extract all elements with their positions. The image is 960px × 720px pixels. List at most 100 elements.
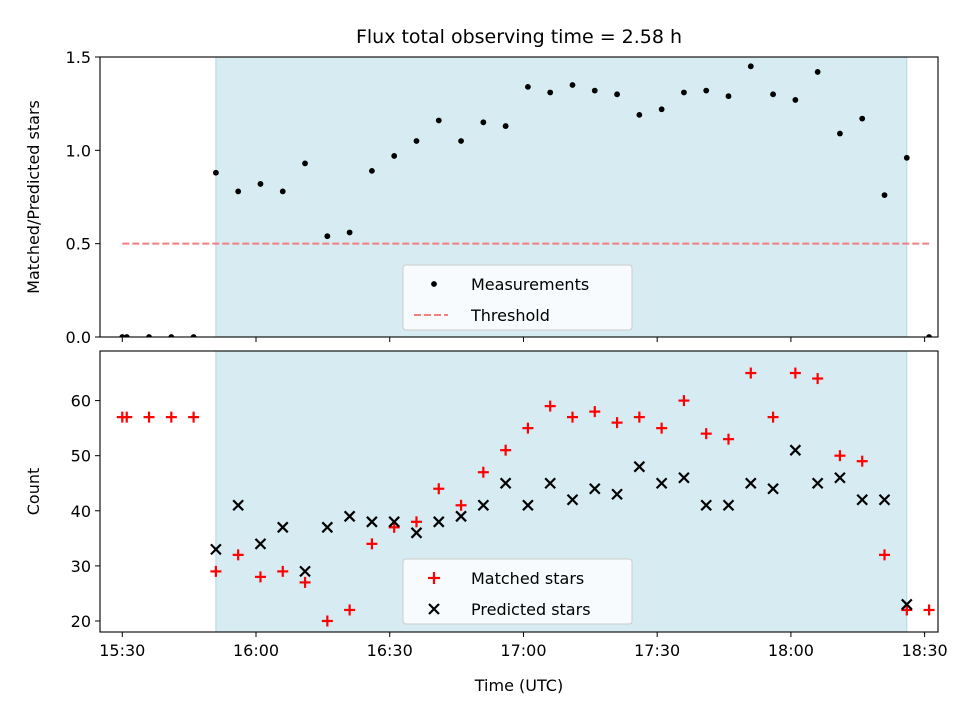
measurement-point bbox=[547, 89, 554, 96]
plot-area bbox=[119, 63, 932, 337]
matched-stars-point bbox=[723, 433, 734, 445]
legend-marker-matched bbox=[428, 572, 440, 584]
matched-stars-point bbox=[121, 411, 133, 423]
predicted-stars-point bbox=[588, 482, 601, 495]
measurement-point bbox=[346, 229, 353, 236]
matched-stars-point bbox=[879, 549, 891, 561]
matched-stars-point bbox=[700, 428, 712, 440]
x-tick-label: 16:30 bbox=[367, 641, 413, 660]
measurement-point bbox=[770, 91, 776, 98]
predicted-stars-point bbox=[633, 460, 646, 473]
legend-box bbox=[402, 558, 633, 625]
x-tick-label: 17:00 bbox=[500, 641, 546, 660]
matched-stars-point bbox=[477, 466, 489, 478]
predicted-stars-point bbox=[544, 477, 556, 490]
matched-stars-point bbox=[299, 576, 311, 588]
count-panel: 20 30 40 50 60 15:30 16:00 16:30 17:00 17:30 18:00… bbox=[24, 350, 948, 695]
predicted-stars-point bbox=[388, 516, 400, 528]
predicted-stars-point bbox=[700, 499, 712, 512]
measurement-point bbox=[591, 87, 598, 94]
y-tick-label: 50 bbox=[71, 447, 91, 466]
predicted-stars-point bbox=[745, 477, 757, 490]
matched-stars-point bbox=[566, 411, 578, 423]
predicted-stars-point bbox=[767, 482, 779, 495]
matched-stars-point bbox=[366, 538, 378, 550]
measurement-point bbox=[926, 334, 932, 337]
matched-stars-point bbox=[433, 483, 445, 495]
matched-stars-point bbox=[143, 411, 155, 423]
predicted-stars-point bbox=[343, 510, 356, 523]
matched-stars-point bbox=[210, 565, 222, 577]
predicted-stars-point bbox=[522, 499, 534, 512]
predicted-stars-point bbox=[477, 499, 490, 512]
measurement-point bbox=[458, 138, 464, 144]
matched-stars-point bbox=[500, 444, 512, 456]
predicted-stars-point bbox=[455, 510, 467, 523]
axes-frame bbox=[99, 350, 939, 633]
measurement-point bbox=[814, 69, 821, 75]
measurement-point bbox=[747, 63, 754, 70]
measurement-point bbox=[636, 111, 643, 118]
measurement-point bbox=[725, 93, 732, 100]
matched-stars-point bbox=[522, 422, 534, 434]
predicted-stars-point bbox=[410, 527, 423, 539]
matched-stars-point bbox=[901, 604, 913, 616]
matched-stars-point bbox=[388, 521, 400, 533]
matched-stars-point bbox=[633, 411, 645, 423]
measurement-point bbox=[119, 334, 126, 337]
predicted-stars-point bbox=[321, 521, 334, 534]
measurement-point bbox=[324, 233, 331, 240]
predicted-stars-point bbox=[878, 493, 891, 506]
legend-label: Threshold bbox=[470, 306, 550, 325]
predicted-stars-point bbox=[366, 516, 378, 528]
predicted-stars-point bbox=[210, 543, 222, 556]
y-tick-label: 1.5 bbox=[66, 48, 91, 67]
measurement-point bbox=[703, 87, 710, 94]
x-tick-label: 15:30 bbox=[99, 641, 145, 660]
measurement-point bbox=[391, 153, 398, 159]
legend-marker-measurements bbox=[431, 281, 437, 287]
measurement-point bbox=[190, 334, 197, 337]
matched-stars-point bbox=[611, 417, 623, 429]
predicted-stars-point bbox=[254, 538, 267, 550]
measurement-point bbox=[837, 130, 843, 137]
legend-label: Matched stars bbox=[471, 569, 584, 588]
measurement-point bbox=[302, 160, 308, 167]
matched-stars-point bbox=[745, 367, 757, 379]
measurement-point bbox=[903, 154, 910, 161]
matched-stars-point bbox=[455, 499, 467, 511]
matched-stars-point bbox=[410, 516, 422, 528]
matched-stars-point bbox=[789, 367, 801, 379]
matched-stars-point bbox=[277, 565, 289, 577]
measurement-point bbox=[525, 83, 531, 90]
y-tick-label: 0.0 bbox=[66, 328, 91, 347]
measurement-point bbox=[502, 123, 509, 129]
matched-stars-point bbox=[678, 395, 690, 407]
matched-stars-point bbox=[254, 571, 266, 583]
ratio-panel: 0.0 0.5 1.0 1.5 Flux total observing time = … bbox=[24, 26, 939, 347]
predicted-stars-point bbox=[722, 499, 735, 512]
matched-stars-point bbox=[656, 422, 668, 434]
measurement-point bbox=[859, 115, 866, 122]
measurement-point bbox=[792, 97, 799, 103]
y-tick-label: 0.5 bbox=[66, 235, 91, 254]
matched-stars-point bbox=[812, 373, 824, 385]
x-tick-label: 18:30 bbox=[902, 641, 948, 660]
matched-stars-point bbox=[589, 406, 601, 418]
legend-box bbox=[402, 264, 633, 331]
x-tick-label: 17:30 bbox=[634, 641, 680, 660]
predicted-stars-point bbox=[299, 565, 311, 578]
y-tick-label: 20 bbox=[71, 612, 91, 631]
matched-stars-point bbox=[188, 411, 200, 423]
predicted-stars-point bbox=[611, 488, 623, 501]
legend: Measurements Threshold bbox=[402, 264, 633, 331]
axes-frame bbox=[99, 56, 939, 338]
legend: Matched stars Predicted stars bbox=[402, 558, 633, 625]
plot-area bbox=[116, 367, 935, 627]
predicted-stars-point bbox=[232, 499, 244, 512]
predicted-stars-point bbox=[901, 598, 913, 611]
chart-title: Flux total observing time = 2.58 h bbox=[356, 26, 682, 48]
predicted-stars-point bbox=[678, 471, 690, 484]
x-tick-label: 16:00 bbox=[233, 641, 279, 660]
